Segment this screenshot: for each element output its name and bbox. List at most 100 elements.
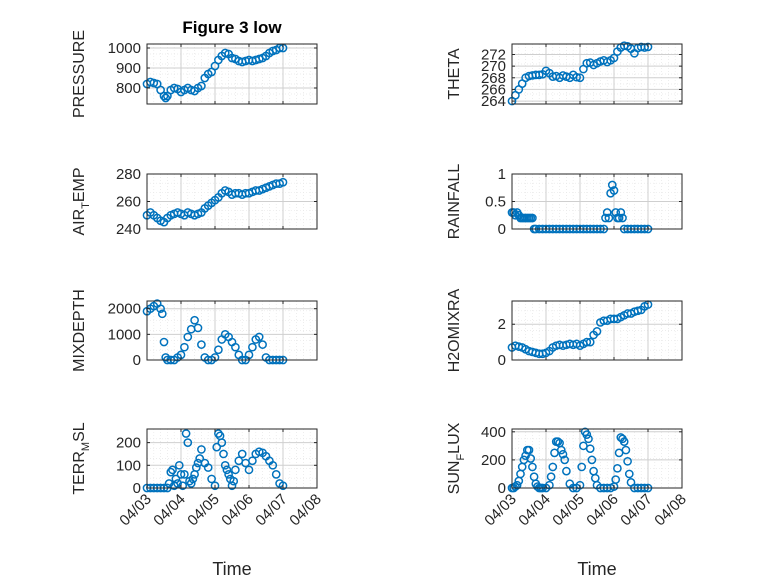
x-tick-label: 04/06 [218,491,257,530]
data-point [180,342,189,352]
data-point [546,472,556,482]
axes-box [511,428,683,489]
y-tick-label: 100 [116,457,141,474]
data-point [512,480,522,490]
y-tick-label: 0 [133,352,141,369]
data-point [193,323,203,333]
data-point [214,429,223,438]
data-point [231,465,240,475]
data-point [181,429,191,438]
x-axis-label: Time [577,559,616,579]
data-point [254,332,264,342]
data-point [616,208,626,217]
data-point [585,337,595,347]
data-point [159,337,169,347]
x-tick-label: 04/07 [252,491,291,530]
data-point [271,470,281,479]
data-point [159,91,169,101]
data-point [171,474,181,484]
data-point [195,454,205,463]
x-tick-label: 04/06 [583,491,622,530]
data-point [248,456,257,466]
data-point [582,337,592,347]
y-axis-label: SUNFLUX [446,422,467,494]
y-tick-label: 0 [498,480,506,497]
data-point [553,437,563,446]
axes-box [511,43,683,105]
data-point [164,479,174,488]
data-point [585,444,595,454]
data-point [562,466,571,476]
x-tick-label: 04/04 [515,491,554,530]
data-point [268,460,278,470]
data-point [207,474,216,484]
axes-box [146,428,318,489]
data-point [258,340,267,349]
y-tick-label: 240 [116,221,141,238]
data-point [575,480,585,490]
data-point [173,479,182,488]
data-point [190,315,199,325]
data-point [572,72,581,82]
data-point [210,353,220,362]
data-point [244,465,254,475]
data-point [602,208,612,217]
data-point [214,345,223,355]
axes-box [146,43,318,105]
data-point [643,42,653,52]
x-tick-label: 04/05 [549,491,588,530]
data-point [231,342,240,352]
data-point [197,81,206,91]
data-point [183,438,193,447]
data-point [577,462,587,472]
data-point [613,463,622,473]
x-tick-label: 04/04 [150,491,189,530]
y-axis-label: TERRMSL [71,422,92,494]
data-point [524,445,534,455]
data-point [248,342,257,352]
data-point [166,467,176,477]
data-point [621,445,631,455]
data-point [210,481,220,491]
x-tick-label: 04/08 [651,491,690,530]
data-point [623,456,632,466]
data-point [614,213,624,223]
data-point [161,93,171,103]
y-tick-label: 260 [116,194,141,211]
x-tick-label: 04/08 [286,491,325,530]
y-tick-label: 0 [498,352,506,369]
data-point [601,213,610,223]
data-point [186,479,196,488]
y-axis-label: H2OMIXRA [446,288,463,372]
axes-box [146,300,318,361]
x-tick-label: 04/07 [617,491,656,530]
y-axis-label: RAINFALL [446,164,463,240]
y-axis-label: THETA [446,48,463,100]
y-tick-label: 2000 [108,301,141,318]
data-point [556,445,566,455]
y-tick-label: 200 [116,435,141,452]
y-tick-label: 800 [116,80,141,97]
y-tick-label: 280 [116,166,141,183]
y-axis-label: PRESSURE [71,30,88,118]
data-point [183,332,193,342]
data-point [582,430,592,439]
data-point [180,470,189,479]
y-tick-label: 1000 [108,326,141,343]
y-tick-label: 0 [498,221,506,238]
data-point [619,437,629,446]
y-tick-label: 1000 [108,40,141,57]
y-tick-label: 2 [498,316,506,333]
data-point [197,445,206,454]
data-point [203,463,213,472]
data-point [604,213,614,223]
data-point [174,460,184,470]
data-point [528,462,537,472]
data-point [197,340,206,349]
data-point [584,434,593,444]
data-point [227,481,237,491]
data-point [220,460,230,470]
data-point [237,449,247,459]
